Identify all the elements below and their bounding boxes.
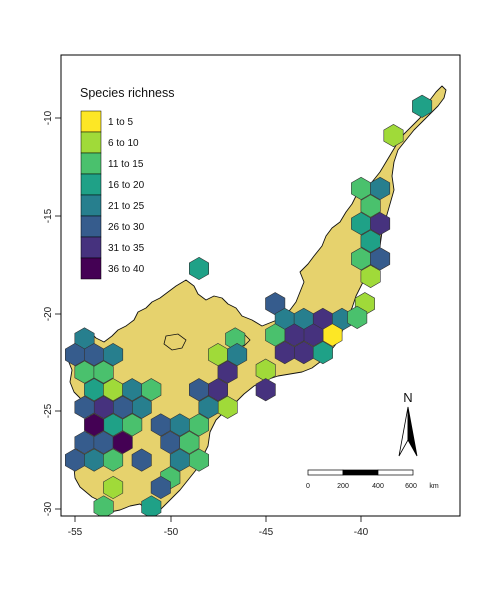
- hex-cell: [360, 264, 381, 288]
- x-tick-label: -40: [354, 527, 369, 538]
- north-label: N: [403, 390, 412, 405]
- legend-label: 6 to 10: [108, 138, 139, 149]
- scale-bar: 0 200 400 600 km: [306, 469, 439, 490]
- hex-cell: [255, 378, 276, 402]
- y-tick-label: -30: [43, 501, 54, 516]
- hex-cell: [131, 448, 152, 472]
- hex-cell: [274, 341, 295, 365]
- y-axis: -10 -15 -20 -25 -30: [43, 110, 61, 516]
- y-tick-label: -25: [43, 403, 54, 418]
- scale-label: 400: [372, 483, 384, 490]
- legend-label: 26 to 30: [108, 222, 145, 233]
- island: [163, 333, 187, 351]
- hex-cell: [84, 413, 105, 437]
- legend-label: 1 to 5: [108, 117, 133, 128]
- hex-cell: [412, 94, 433, 118]
- hex-cell: [370, 176, 391, 200]
- legend-label: 11 to 15: [108, 159, 144, 170]
- x-tick-label: -45: [259, 527, 274, 538]
- hex-cell: [189, 448, 209, 472]
- scale-unit: km: [429, 483, 439, 490]
- legend-label: 31 to 35: [108, 243, 145, 254]
- hex-cell: [103, 448, 124, 472]
- north-arrow: N: [398, 390, 418, 457]
- hex-cell: [360, 229, 381, 253]
- x-axis: -55 -50 -45 -40: [68, 516, 369, 538]
- hex-cell: [112, 430, 133, 455]
- legend-swatch: [80, 194, 102, 217]
- y-tick-label: -15: [43, 208, 54, 223]
- legend-label: 21 to 25: [108, 201, 145, 212]
- hex-cell: [179, 430, 200, 455]
- hex-cell: [189, 413, 209, 437]
- legend-swatch: [80, 236, 102, 259]
- hex-cell: [189, 256, 209, 281]
- scale-label: 200: [337, 483, 349, 490]
- hex-cell: [103, 343, 124, 367]
- x-tick-label: -55: [68, 527, 83, 538]
- map-frame: [60, 54, 461, 517]
- hex-cell: [383, 124, 404, 148]
- scale-segment: [377, 469, 414, 476]
- north-arrow-right: [407, 406, 418, 457]
- hex-cell: [122, 413, 143, 437]
- legend-swatch: [80, 110, 102, 133]
- legend-label: 36 to 40: [108, 264, 145, 275]
- hex-cell: [141, 495, 162, 516]
- scale-label: 600: [405, 483, 417, 490]
- scale-label: 0: [306, 483, 310, 490]
- legend-items: 1 to 5 6 to 10 11 to 15 16 to 20 21 to 25 26 …: [80, 110, 145, 280]
- legend-swatch: [80, 173, 102, 196]
- hex-cell: [312, 341, 333, 365]
- legend-label: 16 to 20: [108, 180, 145, 191]
- hex-cell: [265, 323, 286, 347]
- y-tick-label: -20: [43, 306, 54, 321]
- hex-cell: [370, 247, 391, 271]
- north-arrow-left: [398, 406, 409, 457]
- legend-swatch: [80, 152, 102, 175]
- hex-cell: [93, 495, 114, 516]
- legend: Species richness 1 to 5 6 to 10 11 to 15 16…: [80, 86, 175, 280]
- x-tick-label: -50: [164, 527, 179, 538]
- legend-swatch: [80, 215, 102, 238]
- scale-segment: [342, 469, 379, 476]
- hex-cell: [217, 360, 238, 384]
- legend-swatch: [80, 257, 102, 280]
- hex-cell-layer: [65, 94, 433, 516]
- hex-cell: [208, 378, 228, 402]
- hex-cell: [74, 395, 95, 419]
- hex-cell: [347, 305, 368, 329]
- y-tick-label: -10: [43, 110, 54, 125]
- hex-cell: [141, 378, 162, 402]
- hex-cell: [150, 475, 171, 500]
- hex-cell: [103, 475, 124, 500]
- hex-cell: [227, 343, 248, 367]
- legend-swatch: [80, 131, 102, 154]
- legend-title: Species richness: [80, 86, 175, 100]
- hex-cell: [360, 194, 381, 218]
- hex-cell: [93, 360, 114, 384]
- scale-segment: [307, 469, 344, 476]
- hex-cell: [370, 212, 391, 236]
- hex-cell: [198, 395, 219, 419]
